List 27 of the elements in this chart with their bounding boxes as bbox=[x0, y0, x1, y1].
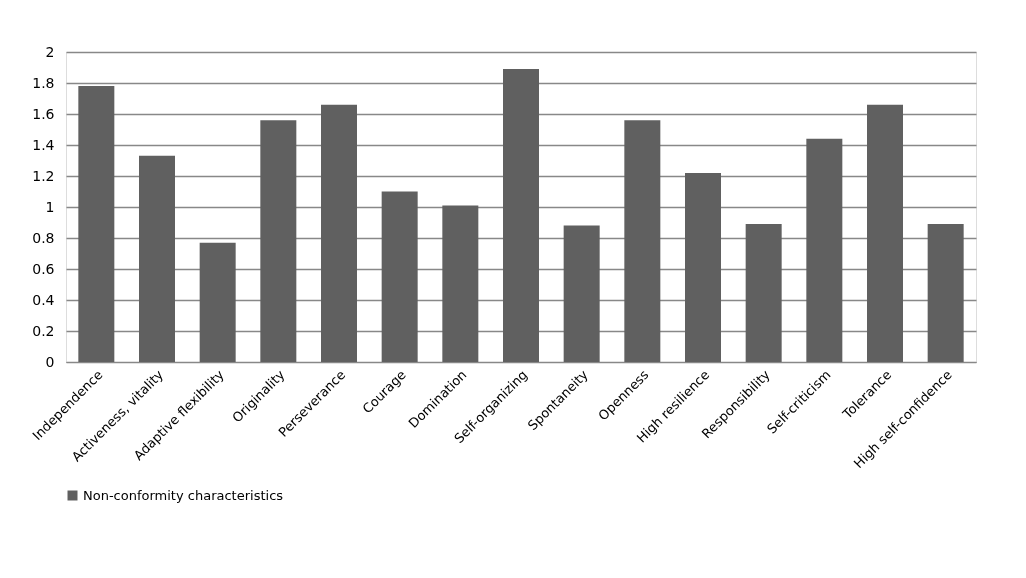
y-tick-label: 1 bbox=[45, 198, 55, 215]
y-tick-label: 0.2 bbox=[32, 322, 55, 339]
bar bbox=[381, 191, 418, 362]
legend-label: Non-conformity characteristics bbox=[83, 487, 284, 503]
bar bbox=[685, 172, 721, 362]
bar bbox=[563, 225, 600, 362]
bar bbox=[442, 205, 479, 362]
bar bbox=[139, 155, 175, 362]
y-tick-label: 1.4 bbox=[32, 136, 55, 153]
bar bbox=[199, 242, 236, 362]
bar bbox=[867, 104, 903, 362]
y-tick-label: 2 bbox=[45, 43, 55, 60]
y-tick-label: 0.6 bbox=[32, 260, 55, 277]
bar bbox=[624, 120, 661, 362]
bar bbox=[321, 104, 357, 362]
y-tick-label: 1.6 bbox=[32, 105, 55, 122]
y-tick-label: 0.4 bbox=[32, 291, 55, 308]
bar bbox=[927, 224, 964, 362]
bar bbox=[78, 86, 115, 362]
bar bbox=[260, 120, 297, 362]
bar bbox=[806, 138, 843, 362]
y-tick-label: 0 bbox=[45, 353, 55, 370]
bar bbox=[745, 224, 782, 362]
y-tick-label: 1.2 bbox=[32, 167, 55, 184]
y-tick-label: 0.8 bbox=[32, 229, 55, 246]
bar bbox=[503, 69, 539, 362]
y-tick-label: 1.8 bbox=[32, 74, 55, 91]
